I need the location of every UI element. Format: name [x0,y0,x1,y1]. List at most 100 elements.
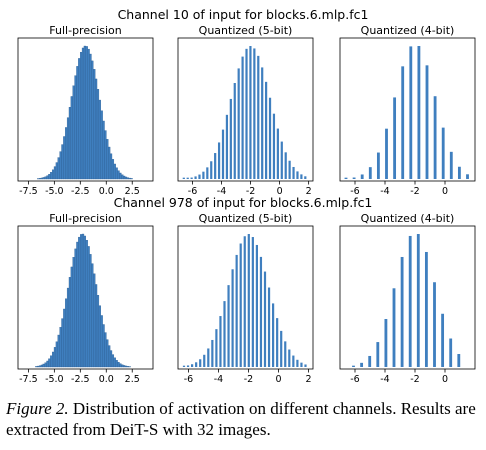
histogram-bar [87,48,90,180]
histogram-bar [259,256,263,367]
histogram-bar [111,159,115,180]
histogram-bar [207,348,210,367]
panel-title: Full-precision [49,24,121,37]
histogram-bar [104,130,107,180]
histogram-bar [284,341,287,367]
histogram-bar [257,55,260,179]
histogram-bar [202,171,205,179]
histogram-bar [119,363,122,368]
x-tick-label: 2.5 [125,374,140,385]
histogram-bar [368,167,372,179]
histogram-bar [91,60,94,180]
plot-frame [339,225,476,370]
histogram-bar [123,175,126,180]
histogram-bar [376,152,380,179]
histogram-bar [215,329,218,367]
panel-title: Quantized (4-bit) [361,212,455,225]
histogram-bar [124,176,128,180]
histogram-bar [265,81,268,179]
histogram-bar [425,65,429,179]
histogram-bar [203,354,206,367]
histogram-bar [210,161,213,179]
histogram-bar [191,364,194,367]
histogram-bar [186,365,190,367]
x-tick-label: 0 [442,374,448,385]
histogram-bar [130,178,133,180]
histogram-bar [401,66,405,179]
histogram-bar [42,363,45,368]
histogram-bar [66,287,70,368]
histogram-bar [245,48,248,179]
histogram-bar [221,129,225,179]
histogram-bar [51,351,55,368]
histogram-bar [231,269,234,367]
histogram-bar [457,166,461,179]
histogram-bar [76,241,79,368]
histogram-bar [408,235,412,367]
histogram-bar [457,354,461,367]
histogram-bar [368,355,372,367]
x-tick-label: -6 [350,374,359,385]
histogram-bar [123,365,126,368]
x-tick-label: 0.0 [99,186,114,197]
histogram-bar [55,162,58,180]
x-tick-label: -2.5 [71,186,90,197]
plot-frame [339,37,476,182]
histogram-bar [243,236,246,367]
histogram-bar [296,171,299,179]
histogram-bar [63,136,66,180]
histogram-bar [94,78,98,180]
x-tick-label: 0.0 [99,374,114,385]
histogram-bar [360,174,364,179]
histogram-bar [190,177,193,179]
activation-histogram-figure: Channel 10 of input for blocks.6.mlp.fc1… [17,7,476,385]
histogram-bar [276,318,279,367]
histogram-bar [229,98,232,179]
panel-title: Quantized (4-bit) [361,24,455,37]
histogram-bar [59,327,62,368]
histogram-bar [38,178,42,180]
histogram-bar [417,46,421,180]
histogram-bar [35,366,38,368]
histogram-bar [93,69,96,180]
histogram-bar [223,301,226,367]
x-tick-label: -2 [410,374,419,385]
histogram-bar [83,235,86,368]
histogram-bar [449,151,453,179]
histogram-bar [117,170,120,180]
histogram-bar [214,153,217,179]
histogram-bar [433,96,437,179]
histogram-bar [51,169,55,180]
histogram-panel: Quantized (4-bit) -6 -4 -2 0 [339,212,476,385]
histogram-bar [304,364,307,367]
histogram-bar [235,254,238,367]
histogram-bar [300,174,303,179]
histogram-bar [360,362,364,367]
histogram-bar [78,58,81,180]
histogram-bar [195,362,198,367]
x-tick-label: -6 [188,186,197,197]
histogram-bar [352,365,355,367]
histogram-bar [80,51,83,180]
histogram-bar [233,83,236,179]
histogram-bar [186,177,189,179]
histogram-bar [241,56,244,179]
histogram-bar [115,360,118,368]
histogram-bar [280,330,283,367]
histogram-bar [304,176,307,179]
histogram-bar [55,341,58,368]
x-tick-label: -2 [246,186,255,197]
histogram-bar [296,359,299,367]
histogram-bar [104,332,107,368]
histogram-bar [115,167,118,180]
plot-frame [17,37,154,182]
histogram-bar [59,151,62,180]
histogram-bar [128,177,131,180]
histogram-bar [121,364,124,368]
histogram-bar [109,350,113,368]
histogram-bar [102,120,105,180]
x-tick-label: -5.0 [45,186,64,197]
histogram-bar [74,75,77,180]
histogram-bar [109,153,113,180]
histogram-bar [247,234,250,367]
